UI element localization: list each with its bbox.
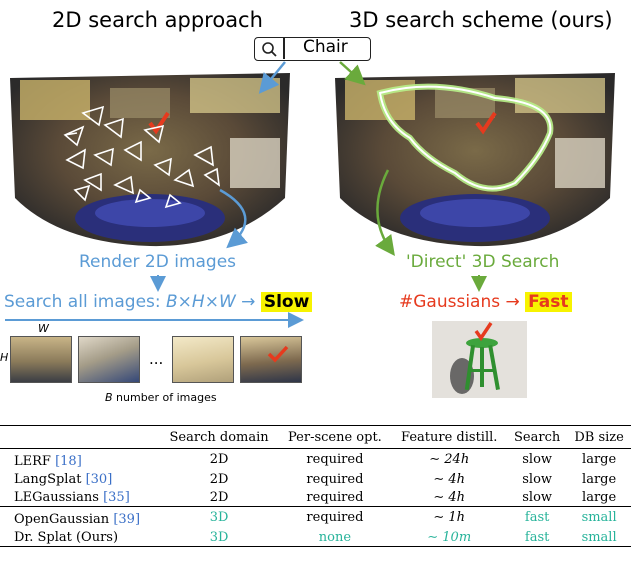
method-name: OpenGaussian <box>14 511 110 527</box>
caption-rest: number of images <box>112 391 217 404</box>
citation: [35] <box>103 489 130 505</box>
opt-cell: required <box>306 471 364 487</box>
gaussians-label-group: #Gaussians → Fast <box>399 292 572 312</box>
method-cell: OpenGaussian [39] <box>0 506 160 528</box>
thumbnail-4 <box>240 336 302 383</box>
slow-badge: Slow <box>260 292 313 312</box>
method-name: LEGaussians <box>14 489 99 505</box>
table-header-row: Search domain Per-scene opt. Feature dis… <box>0 425 631 449</box>
domain-cell: 3D <box>159 528 279 547</box>
search-divider <box>283 38 285 59</box>
method-cell: LERF [18] <box>0 449 160 471</box>
citation: [39] <box>113 511 141 527</box>
db-cell: small <box>567 528 631 547</box>
comparison-table: Search domain Per-scene opt. Feature dis… <box>0 425 631 547</box>
method-cell: Dr. Splat (Ours) <box>0 528 160 547</box>
search-query-box[interactable]: Chair <box>254 37 371 61</box>
citation: [30] <box>85 471 113 487</box>
db-cell: large <box>582 489 617 505</box>
check-mark-icon <box>267 345 289 363</box>
method-name: LangSplat <box>14 471 82 487</box>
search-cell: slow <box>522 452 553 467</box>
direct-3d-search-label: 'Direct' 3D Search <box>406 252 560 272</box>
height-label: H <box>0 351 9 364</box>
opt-cell: none <box>278 528 392 547</box>
flow-arrows <box>5 61 487 328</box>
width-label: W <box>38 322 49 335</box>
method-name: Dr. Splat (Ours) <box>14 529 119 545</box>
search-all-prefix: Search all images: <box>4 292 167 312</box>
db-cell: large <box>582 452 617 467</box>
citation: [18] <box>55 453 82 469</box>
right-title: 3D search scheme (ours) <box>349 8 613 32</box>
chair-result-image <box>432 321 527 398</box>
magnifier-icon <box>262 42 277 57</box>
method-name: LERF <box>14 453 51 469</box>
left-title: 2D search approach <box>52 8 263 32</box>
ellipsis: ... <box>149 350 164 368</box>
db-cell: large <box>582 471 617 487</box>
domain-cell: 2D <box>209 471 229 487</box>
search-cell: fast <box>507 528 568 547</box>
domain-cell: 3D <box>159 506 279 528</box>
search-cell: fast <box>507 506 568 528</box>
images-caption: B number of images <box>105 391 217 404</box>
check-mark-icon <box>474 322 493 342</box>
distill-cell: ∼ 1h <box>391 506 508 528</box>
check-mark-icon <box>148 111 170 135</box>
table-row: LEGaussians [35] 2D required ∼ 4h slow l… <box>0 488 631 507</box>
search-cell: slow <box>522 489 553 505</box>
search-all-arrow: → <box>241 292 256 312</box>
search-cell: slow <box>522 471 553 487</box>
header-search-domain: Search domain <box>159 425 279 449</box>
table-row: LangSplat [30] 2D required ∼ 4h slow lar… <box>0 470 631 488</box>
thumbnail-3 <box>172 336 234 383</box>
distill-cell: ∼ 24h <box>429 452 470 467</box>
right-scene-image <box>335 73 615 247</box>
gaussians-label: #Gaussians <box>399 292 501 312</box>
search-all-label: Search all images: B×H×W → Slow <box>4 292 313 312</box>
caption-b: B <box>105 391 113 404</box>
opt-cell: required <box>306 452 364 467</box>
header-per-scene-opt: Per-scene opt. <box>278 425 392 449</box>
table-row: LERF [18] 2D required ∼ 24h slow large <box>0 449 631 471</box>
opt-cell: required <box>278 506 392 528</box>
distill-cell: ∼ 4h <box>433 489 466 505</box>
db-cell: small <box>567 506 631 528</box>
method-cell: LangSplat [30] <box>0 470 160 488</box>
render-2d-label: Render 2D images <box>79 252 237 272</box>
opt-cell: required <box>306 489 364 505</box>
domain-cell: 2D <box>209 489 229 505</box>
header-search: Search <box>507 425 568 449</box>
header-feature-distill: Feature distill. <box>391 425 508 449</box>
check-mark-icon <box>475 111 497 135</box>
search-all-formula: B×H×W <box>166 292 236 312</box>
table-row: OpenGaussian [39] 3D required ∼ 1h fast … <box>0 506 631 528</box>
method-cell: LEGaussians [35] <box>0 488 160 507</box>
fast-badge: Fast <box>525 292 572 312</box>
header-db-size: DB size <box>567 425 631 449</box>
distill-cell: ∼ 10m <box>391 528 508 547</box>
domain-cell: 2D <box>209 452 229 467</box>
distill-cell: ∼ 4h <box>433 471 466 487</box>
thumbnail-2 <box>78 336 140 383</box>
thumbnail-1 <box>10 336 72 383</box>
left-scene-image <box>10 73 290 247</box>
camera-frustums <box>63 105 221 209</box>
gaussians-arrow: → <box>505 292 520 312</box>
table-row: Dr. Splat (Ours) 3D none ∼ 10m fast smal… <box>0 528 631 547</box>
header-method <box>0 425 160 449</box>
search-query-text: Chair <box>303 37 348 57</box>
